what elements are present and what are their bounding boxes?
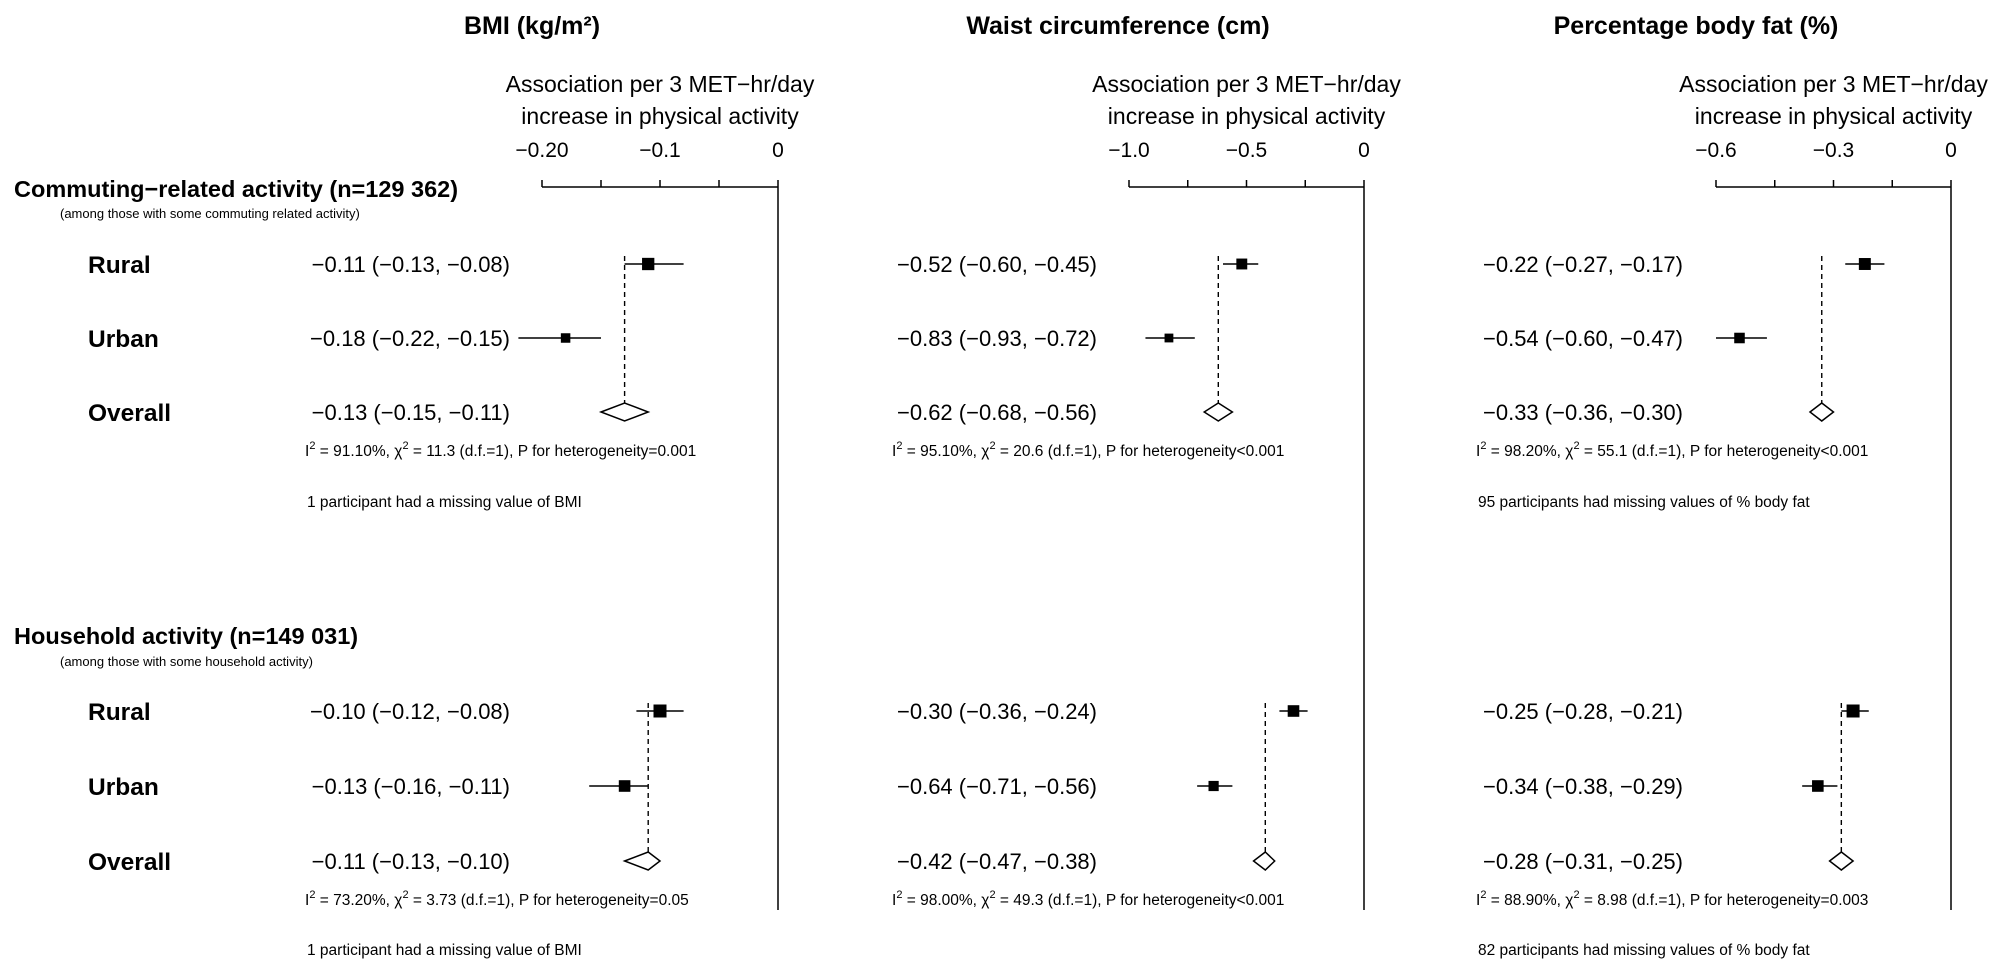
estimate-text: −0.18 (−0.22, −0.15) bbox=[310, 326, 510, 351]
point-estimate bbox=[560, 333, 571, 343]
point-estimate bbox=[1287, 705, 1300, 717]
point-estimate bbox=[1846, 704, 1860, 718]
estimate-text: −0.33 (−0.36, −0.30) bbox=[1483, 400, 1683, 425]
x-tick-label: −0.5 bbox=[1226, 139, 1267, 162]
heterogeneity-text: I2 = 95.10%, χ2 = 20.6 (d.f.=1), P for h… bbox=[892, 440, 1284, 460]
missing-data-note: 95 participants had missing values of % … bbox=[1478, 494, 1810, 511]
estimate-text: −0.13 (−0.16, −0.11) bbox=[312, 774, 510, 799]
summary-diamond bbox=[1202, 402, 1234, 422]
estimate-text: −0.30 (−0.36, −0.24) bbox=[897, 699, 1097, 724]
point-estimate bbox=[1236, 258, 1248, 270]
row-label: Rural bbox=[88, 252, 151, 279]
row-label: Overall bbox=[88, 849, 171, 876]
group-title: Commuting−related activity (n=129 362) bbox=[14, 176, 458, 202]
point-estimate bbox=[1812, 780, 1824, 792]
axis-label: Association per 3 MET−hr/day bbox=[1092, 71, 1401, 97]
heterogeneity-text: I2 = 98.00%, χ2 = 49.3 (d.f.=1), P for h… bbox=[892, 889, 1284, 909]
heterogeneity-text: I2 = 98.20%, χ2 = 55.1 (d.f.=1), P for h… bbox=[1476, 440, 1868, 460]
summary-diamond bbox=[622, 851, 662, 871]
x-tick-label: 0 bbox=[1945, 139, 1957, 162]
row-label: Urban bbox=[88, 326, 159, 353]
heterogeneity-text: I2 = 91.10%, χ2 = 11.3 (d.f.=1), P for h… bbox=[305, 440, 696, 460]
point-estimate bbox=[1208, 780, 1219, 792]
summary-diamond bbox=[1828, 851, 1855, 871]
missing-data-note: 82 participants had missing values of % … bbox=[1478, 942, 1810, 959]
estimate-text: −0.11 (−0.13, −0.08) bbox=[312, 252, 510, 277]
estimate-text: −0.62 (−0.68, −0.56) bbox=[897, 400, 1097, 425]
group-title: Household activity (n=149 031) bbox=[14, 623, 358, 649]
summary-diamond bbox=[598, 402, 651, 422]
panel-title: Waist circumference (cm) bbox=[966, 12, 1269, 40]
missing-data-note: 1 participant had a missing value of BMI bbox=[307, 494, 582, 511]
panel-title: BMI (kg/m²) bbox=[464, 12, 600, 40]
row-label: Urban bbox=[88, 774, 159, 801]
point-estimate bbox=[1734, 332, 1745, 344]
estimate-text: −0.83 (−0.93, −0.72) bbox=[897, 326, 1097, 351]
panel-title: Percentage body fat (%) bbox=[1554, 12, 1839, 40]
point-estimate bbox=[1164, 333, 1174, 343]
heterogeneity-text: I2 = 73.20%, χ2 = 3.73 (d.f.=1), P for h… bbox=[305, 889, 689, 909]
x-tick-label: −0.3 bbox=[1813, 139, 1854, 162]
x-tick-label: −0.6 bbox=[1695, 139, 1736, 162]
estimate-text: −0.25 (−0.28, −0.21) bbox=[1483, 699, 1683, 724]
estimate-text: −0.28 (−0.31, −0.25) bbox=[1483, 849, 1683, 874]
point-estimate bbox=[653, 704, 667, 718]
estimate-text: −0.42 (−0.47, −0.38) bbox=[897, 849, 1097, 874]
x-tick-label: −1.0 bbox=[1108, 139, 1149, 162]
point-estimate bbox=[618, 780, 631, 792]
axis-label: increase in physical activity bbox=[1695, 103, 1973, 129]
x-tick-label: −0.1 bbox=[639, 139, 680, 162]
estimate-text: −0.11 (−0.13, −0.10) bbox=[312, 849, 510, 874]
row-label: Rural bbox=[88, 699, 151, 726]
axis-label: increase in physical activity bbox=[521, 103, 799, 129]
group-subtitle: (among those with some commuting related… bbox=[60, 206, 360, 221]
estimate-text: −0.10 (−0.12, −0.08) bbox=[310, 699, 510, 724]
estimate-text: −0.52 (−0.60, −0.45) bbox=[897, 252, 1097, 277]
missing-data-note: 1 participant had a missing value of BMI bbox=[307, 942, 582, 959]
point-estimate bbox=[1858, 258, 1871, 270]
x-tick-label: 0 bbox=[772, 139, 784, 162]
estimate-text: −0.13 (−0.15, −0.11) bbox=[312, 400, 510, 425]
row-label: Overall bbox=[88, 400, 171, 427]
summary-diamond bbox=[1252, 851, 1276, 871]
estimate-text: −0.34 (−0.38, −0.29) bbox=[1483, 774, 1683, 799]
x-tick-label: 0 bbox=[1358, 139, 1370, 162]
estimate-text: −0.64 (−0.71, −0.56) bbox=[897, 774, 1097, 799]
point-estimate bbox=[642, 257, 655, 271]
estimate-text: −0.22 (−0.27, −0.17) bbox=[1483, 252, 1683, 277]
group-subtitle: (among those with some household activit… bbox=[60, 654, 313, 669]
axis-label: Association per 3 MET−hr/day bbox=[1679, 71, 1988, 97]
x-tick-label: −0.20 bbox=[515, 139, 568, 162]
axis-label: Association per 3 MET−hr/day bbox=[506, 71, 815, 97]
axis-label: increase in physical activity bbox=[1108, 103, 1386, 129]
heterogeneity-text: I2 = 88.90%, χ2 = 8.98 (d.f.=1), P for h… bbox=[1476, 889, 1868, 909]
estimate-text: −0.54 (−0.60, −0.47) bbox=[1483, 326, 1683, 351]
summary-diamond bbox=[1808, 402, 1835, 422]
